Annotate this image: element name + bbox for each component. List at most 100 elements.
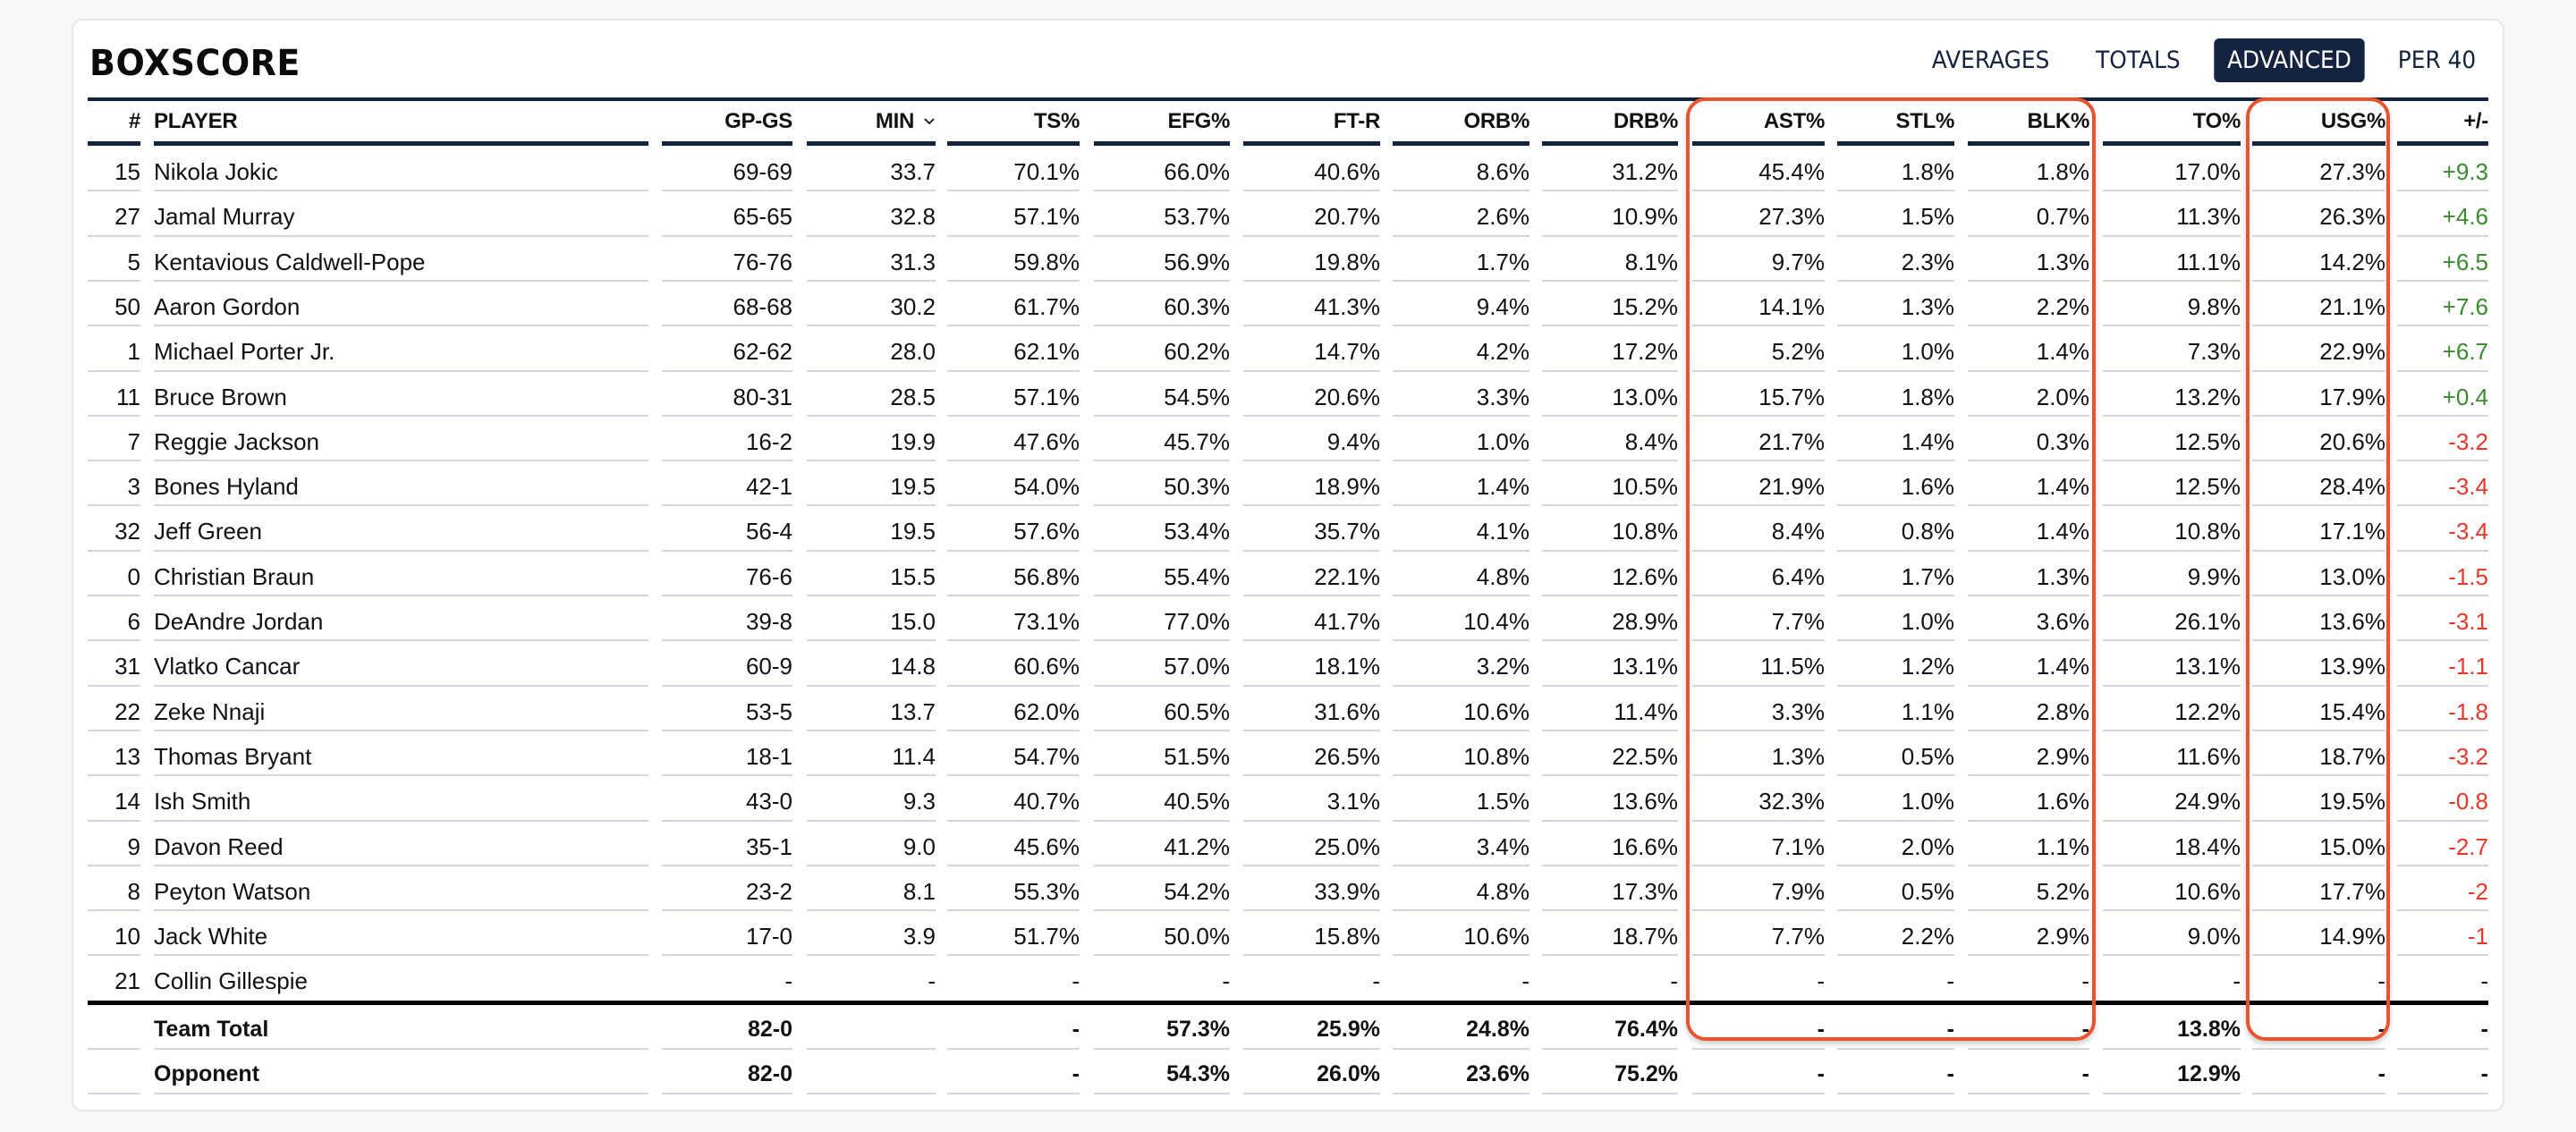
- row-separator: [154, 549, 648, 552]
- column-header-underline: [2252, 141, 2385, 146]
- player-name[interactable]: Vlatko Cancar: [154, 653, 301, 680]
- cell-ftr: 25.9%: [1317, 1017, 1380, 1042]
- cell-to: 13.1%: [2174, 653, 2241, 680]
- player-name[interactable]: Bones Hyland: [154, 473, 299, 501]
- tab-averages[interactable]: AVERAGES: [1931, 46, 2050, 74]
- player-name[interactable]: Bruce Brown: [154, 383, 287, 410]
- player-name[interactable]: Nikola Jokic: [154, 158, 278, 185]
- player-name[interactable]: Jamal Murray: [154, 203, 295, 231]
- row-separator: [1542, 325, 1678, 327]
- cell-stl: 1.7%: [1901, 562, 1954, 590]
- player-name[interactable]: Ish Smith: [154, 788, 251, 815]
- row-separator: [2397, 819, 2488, 822]
- row-separator: [88, 1048, 140, 1051]
- player-name[interactable]: Jeff Green: [154, 518, 262, 545]
- player-name[interactable]: Thomas Bryant: [154, 742, 312, 770]
- row-separator: [1393, 954, 1530, 957]
- player-name[interactable]: Collin Gillespie: [154, 967, 308, 995]
- cell-efg: 54.2%: [1164, 877, 1230, 905]
- cell-to: 13.2%: [2174, 383, 2241, 410]
- row-separator: [1837, 369, 1954, 372]
- cell-to: 11.1%: [2176, 248, 2241, 275]
- column-header-gpgs[interactable]: GP-GS: [662, 109, 792, 134]
- player-name[interactable]: Peyton Watson: [154, 877, 311, 905]
- player-name[interactable]: Reggie Jackson: [154, 427, 319, 455]
- row-separator: [2252, 279, 2385, 282]
- player-name[interactable]: Davon Reed: [154, 832, 284, 860]
- row-separator: [947, 864, 1080, 866]
- player-name[interactable]: Jack White: [154, 923, 268, 950]
- cell-stl: 1.5%: [1901, 203, 1954, 231]
- row-separator: [1393, 1048, 1530, 1051]
- row-separator: [1542, 909, 1678, 912]
- cell-orb: 4.8%: [1476, 877, 1530, 905]
- column-header-drb[interactable]: DRB%: [1542, 109, 1678, 134]
- cell-gpgs: -: [784, 967, 792, 995]
- column-header-ast[interactable]: AST%: [1692, 109, 1825, 134]
- cell-stl: 1.1%: [1901, 697, 1954, 725]
- column-header-underline: [1968, 141, 2089, 146]
- column-header-to[interactable]: TO%: [2103, 109, 2241, 134]
- cell-blk: -: [2081, 1061, 2089, 1086]
- row-separator: [88, 1093, 140, 1095]
- row-separator: [807, 1048, 936, 1051]
- row-separator: [1243, 1048, 1380, 1051]
- column-header-min[interactable]: MIN: [807, 109, 936, 134]
- cell-min: 19.5: [890, 473, 936, 501]
- column-header-ftr[interactable]: FT-R: [1243, 109, 1380, 134]
- row-separator: [1542, 1048, 1678, 1051]
- player-name[interactable]: Christian Braun: [154, 562, 315, 590]
- row-separator: [1243, 325, 1380, 327]
- cell-min: 15.0: [890, 608, 936, 635]
- cell-ast: -: [1817, 967, 1825, 995]
- cell-stl: 1.0%: [1901, 608, 1954, 635]
- tab-advanced[interactable]: ADVANCED: [2214, 38, 2365, 82]
- row-separator: [1542, 279, 1678, 282]
- row-separator: [947, 234, 1080, 237]
- column-header-efg[interactable]: EFG%: [1094, 109, 1231, 134]
- row-separator: [1094, 684, 1230, 687]
- player-name[interactable]: Michael Porter Jr.: [154, 338, 335, 366]
- row-separator: [807, 190, 936, 192]
- column-header-orb[interactable]: ORB%: [1393, 109, 1530, 134]
- row-separator: [662, 864, 792, 866]
- column-header-underline: [947, 141, 1080, 146]
- row-separator: [807, 460, 936, 462]
- player-name[interactable]: DeAndre Jordan: [154, 608, 324, 635]
- row-separator: [1094, 729, 1230, 731]
- row-separator: [807, 864, 936, 866]
- row-separator: [154, 684, 648, 687]
- row-separator: [2103, 1093, 2241, 1095]
- chevron-down-icon[interactable]: [923, 112, 936, 131]
- player-name[interactable]: Aaron Gordon: [154, 292, 301, 320]
- column-header-num[interactable]: #: [88, 109, 140, 134]
- row-separator: [947, 909, 1080, 912]
- cell-efg: 66.0%: [1164, 158, 1230, 185]
- row-separator: [947, 954, 1080, 957]
- column-header-pm[interactable]: +/-: [2397, 109, 2488, 134]
- row-separator: [1243, 549, 1380, 552]
- cell-usg: 13.9%: [2319, 653, 2385, 680]
- cell-orb: 9.4%: [1476, 292, 1530, 320]
- row-separator: [662, 460, 792, 462]
- cell-usg: 13.6%: [2319, 608, 2385, 635]
- cell-num: 13: [114, 742, 140, 770]
- cell-drb: 75.2%: [1614, 1061, 1678, 1086]
- player-name[interactable]: Team Total: [154, 1017, 269, 1042]
- player-name[interactable]: Zeke Nnaji: [154, 697, 266, 725]
- row-separator: [1393, 414, 1530, 417]
- player-name[interactable]: Kentavious Caldwell-Pope: [154, 248, 426, 275]
- row-separator: [1968, 864, 2089, 866]
- tab-totals[interactable]: TOTALS: [2096, 46, 2181, 74]
- column-header-stl[interactable]: STL%: [1837, 109, 1955, 134]
- row-separator: [1542, 684, 1678, 687]
- row-separator: [2397, 595, 2488, 596]
- row-separator: [88, 369, 140, 372]
- column-header-player[interactable]: PLAYER: [154, 109, 648, 134]
- cell-ast: 11.5%: [1760, 653, 1825, 680]
- row-separator: [154, 369, 648, 372]
- tab-per-40[interactable]: PER 40: [2397, 46, 2477, 74]
- row-separator: [807, 325, 936, 327]
- player-name[interactable]: Opponent: [154, 1061, 260, 1086]
- column-header-ts[interactable]: TS%: [947, 109, 1080, 134]
